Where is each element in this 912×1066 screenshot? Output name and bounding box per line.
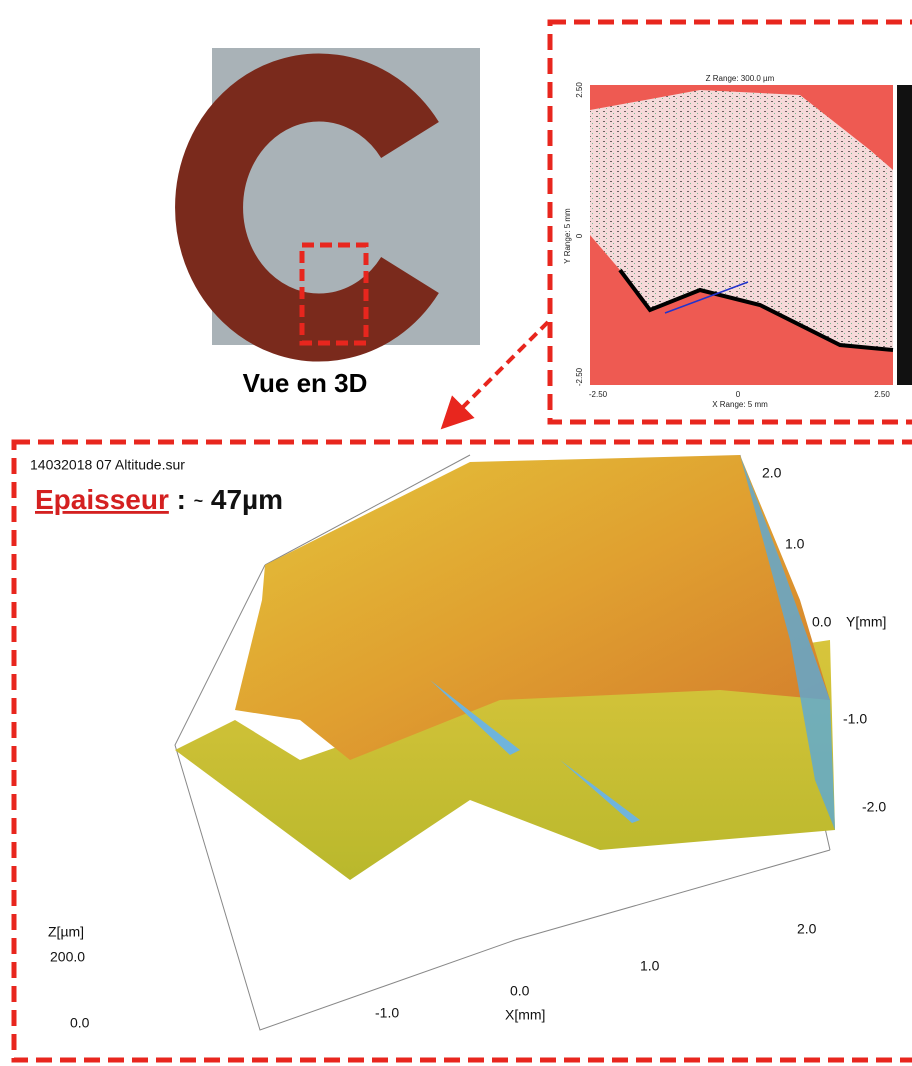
map-x-tick: 0: [736, 390, 741, 399]
surface-upper: [235, 455, 830, 760]
map-x-label: X Range: 5 mm: [712, 400, 768, 409]
map-x-tick: -2.50: [589, 390, 608, 399]
z-tick: 0.0: [70, 1015, 90, 1031]
surface-lower: [175, 640, 835, 880]
y-tick: -2.0: [862, 799, 886, 815]
map-2d: [590, 85, 912, 385]
approx: ~: [194, 493, 203, 510]
map-y-label: Y Range: 5 mm: [563, 208, 572, 264]
thickness-value: 47µm: [211, 484, 283, 515]
view-frame: [11, 439, 912, 1063]
caption: Vue en 3D: [243, 368, 368, 398]
thickness-label: Epaisseur: [35, 484, 169, 515]
x-tick: 2.0: [797, 921, 817, 937]
z-tick: 200.0: [50, 949, 85, 965]
arrow: [440, 320, 550, 430]
map-y-tick: 2.50: [575, 82, 584, 98]
x-tick: 0.0: [510, 983, 530, 999]
x-label: X[mm]: [505, 1007, 545, 1023]
photo: [175, 48, 480, 362]
x-tick: 1.0: [640, 958, 660, 974]
map-y-tick: -2.50: [575, 367, 584, 386]
y-tick: 0.0: [812, 614, 832, 630]
spikes: [430, 680, 640, 823]
surface-edge: [740, 455, 835, 830]
thickness: Epaisseur : ~ 47µm: [35, 484, 283, 515]
map-y-tick: 0: [575, 233, 584, 238]
map-x-tick: 2.50: [874, 390, 890, 399]
separator: :: [177, 484, 186, 515]
z-label: Z[µm]: [48, 924, 84, 940]
map-title: Z Range: 300.0 µm: [706, 74, 775, 83]
y-tick: -1.0: [843, 711, 867, 727]
x-tick: -1.0: [375, 1005, 399, 1021]
y-tick: 2.0: [762, 465, 782, 481]
y-tick: 1.0: [785, 536, 805, 552]
y-label: Y[mm]: [846, 614, 886, 630]
file-name: 14032018 07 Altitude.sur: [30, 457, 185, 473]
